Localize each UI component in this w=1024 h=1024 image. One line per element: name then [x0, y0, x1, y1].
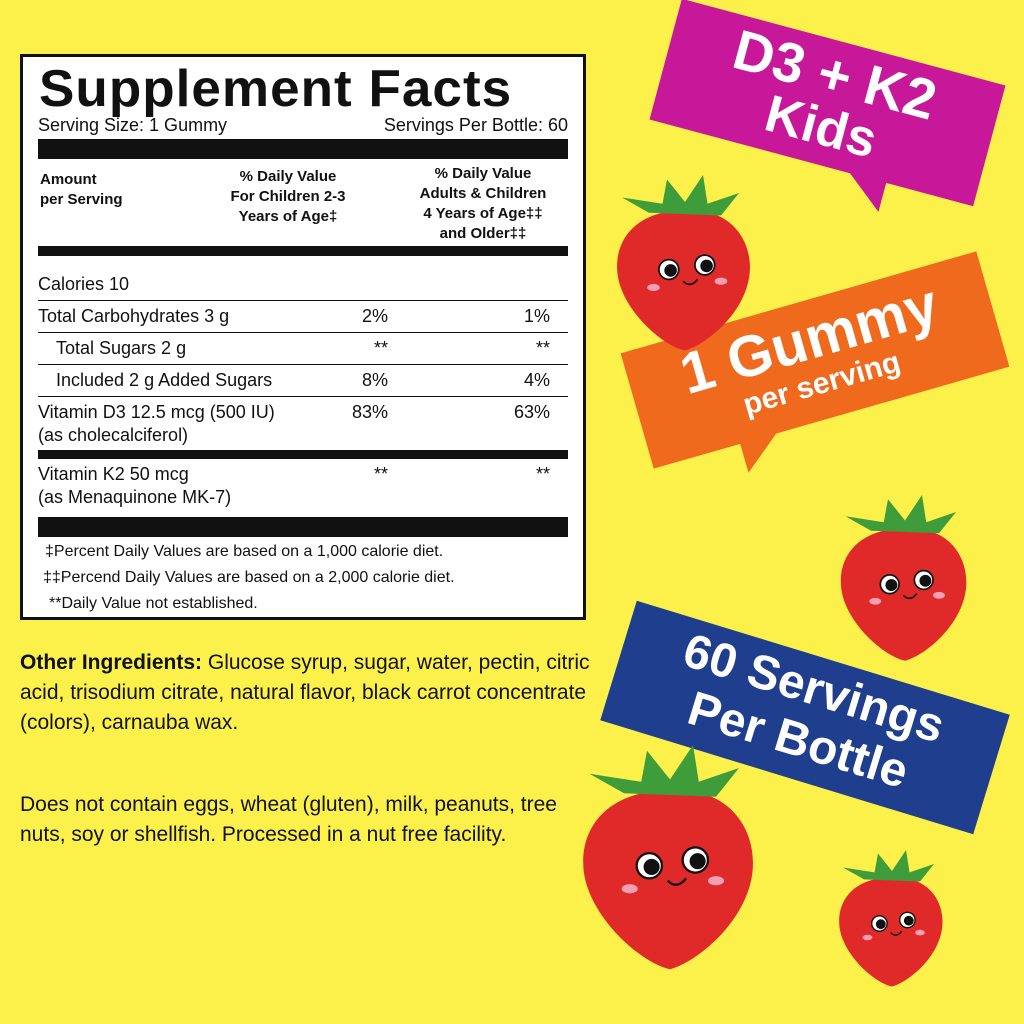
- footnote: ‡‡Percend Daily Values are based on a 2,…: [43, 569, 455, 586]
- divider-bar: [38, 517, 568, 537]
- strawberry-icon: [838, 849, 944, 988]
- dv-adults: **: [535, 338, 550, 358]
- row-label: Included 2 g Added Sugars: [56, 370, 273, 390]
- footnote: ‡Percent Daily Values are based on a 1,0…: [45, 543, 444, 560]
- other-ingredients: Other Ingredients: Glucose syrup, sugar,…: [20, 648, 590, 738]
- dv-adults: **: [535, 464, 550, 484]
- dv-children: 2%: [361, 306, 388, 326]
- serving-size: Serving Size: 1 Gummy: [38, 115, 228, 135]
- servings-per-bottle: Servings Per Bottle: 60: [383, 115, 568, 135]
- supplement-facts-panel: Supplement Facts Serving Size: 1 Gummy S…: [20, 54, 586, 620]
- strawberry-icon: [839, 494, 968, 662]
- ingredients-label: Other Ingredients:: [20, 651, 203, 674]
- row-sublabel: (as cholecalciferol): [38, 425, 189, 445]
- allergen-statement: Does not contain eggs, wheat (gluten), m…: [20, 793, 557, 846]
- facts-row: Included 2 g Added Sugars 8% 4%: [38, 365, 568, 397]
- row-label: Calories 10: [38, 274, 130, 294]
- header-amount: Amount per Serving: [40, 171, 123, 208]
- facts-row: Total Carbohydrates 3 g 2% 1%: [38, 301, 568, 333]
- divider-bar: [38, 139, 568, 159]
- divider-bar: [38, 246, 568, 256]
- strawberry-icon: [582, 743, 755, 971]
- facts-title: Supplement Facts: [39, 60, 513, 118]
- row-label: Vitamin D3 12.5 mcg (500 IU): [38, 402, 275, 422]
- facts-row: Vitamin D3 12.5 mcg (500 IU) (as cholecal…: [38, 397, 568, 449]
- footnote: **Daily Value not established.: [49, 595, 258, 612]
- row-label: Total Carbohydrates 3 g: [38, 306, 230, 326]
- facts-row: Total Sugars 2 g ** **: [38, 333, 568, 365]
- facts-row: Vitamin K2 50 mcg (as Menaquinone MK-7) **…: [38, 459, 568, 511]
- facts-row: Calories 10: [38, 269, 568, 301]
- dv-adults: 63%: [513, 402, 550, 422]
- dv-adults: 4%: [523, 370, 550, 390]
- dv-children: 83%: [351, 402, 388, 422]
- divider-bar: [38, 450, 568, 459]
- ingredients-text: Glucose syrup, sugar, water, pectin, cit…: [20, 651, 590, 734]
- dv-children: **: [373, 464, 388, 484]
- strawberry-icon: [616, 174, 751, 352]
- dv-children: 8%: [361, 370, 388, 390]
- row-label: Vitamin K2 50 mcg: [38, 464, 189, 484]
- dv-children: **: [373, 338, 388, 358]
- row-label: Total Sugars 2 g: [56, 338, 187, 358]
- header-dv-adults: % Daily Value Adults & Children 4 Years …: [419, 165, 547, 242]
- header-dv-children: % Daily Value For Children 2-3 Years of …: [230, 168, 346, 225]
- dv-adults: 1%: [523, 306, 550, 326]
- row-sublabel: (as Menaquinone MK-7): [38, 487, 232, 507]
